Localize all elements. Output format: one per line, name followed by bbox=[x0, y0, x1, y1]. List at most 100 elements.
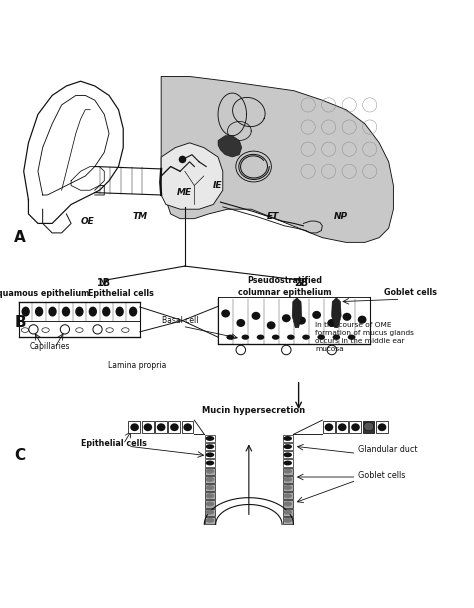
Ellipse shape bbox=[283, 518, 292, 523]
FancyBboxPatch shape bbox=[323, 421, 335, 434]
Ellipse shape bbox=[348, 334, 356, 340]
FancyBboxPatch shape bbox=[205, 508, 215, 516]
Ellipse shape bbox=[272, 334, 280, 340]
Ellipse shape bbox=[364, 423, 374, 431]
Ellipse shape bbox=[283, 485, 292, 490]
FancyBboxPatch shape bbox=[182, 421, 193, 434]
Ellipse shape bbox=[318, 334, 325, 340]
Text: Squamous epithelium: Squamous epithelium bbox=[0, 289, 90, 299]
Ellipse shape bbox=[302, 334, 310, 340]
Ellipse shape bbox=[206, 452, 214, 457]
Ellipse shape bbox=[170, 423, 179, 431]
Ellipse shape bbox=[206, 436, 214, 441]
FancyBboxPatch shape bbox=[205, 492, 215, 499]
Ellipse shape bbox=[343, 313, 351, 321]
Ellipse shape bbox=[130, 423, 139, 431]
Ellipse shape bbox=[116, 306, 124, 317]
Text: Capillaries: Capillaries bbox=[29, 342, 70, 351]
Text: Epithelial cells: Epithelial cells bbox=[88, 289, 154, 299]
FancyBboxPatch shape bbox=[205, 435, 215, 442]
Text: B: B bbox=[14, 316, 26, 331]
Ellipse shape bbox=[328, 319, 336, 327]
Ellipse shape bbox=[144, 423, 152, 431]
Ellipse shape bbox=[129, 306, 137, 317]
Polygon shape bbox=[161, 77, 393, 243]
Ellipse shape bbox=[257, 334, 264, 340]
FancyBboxPatch shape bbox=[283, 492, 293, 499]
Ellipse shape bbox=[282, 314, 291, 322]
Text: IE: IE bbox=[213, 181, 223, 190]
Ellipse shape bbox=[267, 321, 275, 330]
FancyBboxPatch shape bbox=[142, 421, 154, 434]
Ellipse shape bbox=[183, 423, 192, 431]
FancyBboxPatch shape bbox=[283, 435, 293, 442]
Ellipse shape bbox=[283, 502, 292, 506]
Polygon shape bbox=[292, 298, 301, 328]
FancyBboxPatch shape bbox=[205, 500, 215, 508]
Ellipse shape bbox=[227, 334, 234, 340]
FancyBboxPatch shape bbox=[205, 484, 215, 491]
FancyBboxPatch shape bbox=[336, 421, 348, 434]
FancyBboxPatch shape bbox=[205, 443, 215, 451]
FancyBboxPatch shape bbox=[205, 468, 215, 475]
Ellipse shape bbox=[75, 306, 83, 317]
FancyBboxPatch shape bbox=[283, 484, 293, 491]
Text: Mucin hypersecretion: Mucin hypersecretion bbox=[202, 406, 305, 415]
Text: A: A bbox=[14, 230, 26, 245]
Ellipse shape bbox=[252, 312, 260, 320]
Ellipse shape bbox=[283, 444, 292, 449]
FancyBboxPatch shape bbox=[283, 508, 293, 516]
Ellipse shape bbox=[283, 436, 292, 441]
Text: 2B: 2B bbox=[294, 278, 308, 288]
FancyBboxPatch shape bbox=[155, 421, 167, 434]
Text: NP: NP bbox=[334, 212, 348, 221]
Ellipse shape bbox=[287, 334, 295, 340]
Polygon shape bbox=[332, 298, 341, 328]
FancyBboxPatch shape bbox=[168, 421, 180, 434]
Ellipse shape bbox=[283, 477, 292, 482]
FancyBboxPatch shape bbox=[205, 460, 215, 466]
Ellipse shape bbox=[378, 423, 386, 431]
Ellipse shape bbox=[62, 306, 70, 317]
FancyBboxPatch shape bbox=[205, 451, 215, 458]
Ellipse shape bbox=[206, 493, 214, 498]
Ellipse shape bbox=[206, 485, 214, 490]
Ellipse shape bbox=[312, 311, 321, 319]
Ellipse shape bbox=[21, 306, 30, 317]
Text: Basal cell: Basal cell bbox=[162, 316, 199, 325]
Text: OE: OE bbox=[81, 216, 95, 226]
Ellipse shape bbox=[283, 452, 292, 457]
FancyBboxPatch shape bbox=[376, 421, 388, 434]
FancyBboxPatch shape bbox=[283, 468, 293, 475]
Text: Goblet cells: Goblet cells bbox=[358, 471, 405, 480]
Polygon shape bbox=[218, 136, 242, 157]
Ellipse shape bbox=[351, 423, 360, 431]
Text: TM: TM bbox=[132, 212, 147, 221]
Ellipse shape bbox=[283, 510, 292, 514]
FancyBboxPatch shape bbox=[283, 460, 293, 466]
Ellipse shape bbox=[48, 306, 57, 317]
Polygon shape bbox=[161, 143, 223, 209]
Circle shape bbox=[179, 156, 186, 163]
Text: C: C bbox=[14, 448, 25, 463]
Ellipse shape bbox=[242, 334, 249, 340]
Ellipse shape bbox=[206, 460, 214, 466]
Text: Pseudostratified
columnar epithelium: Pseudostratified columnar epithelium bbox=[237, 277, 331, 297]
Text: ET: ET bbox=[266, 212, 279, 221]
FancyBboxPatch shape bbox=[283, 500, 293, 508]
FancyBboxPatch shape bbox=[128, 421, 140, 434]
Text: In the course of OME
formation of mucus glands
occurs in the middle ear
mucosa: In the course of OME formation of mucus … bbox=[315, 322, 414, 353]
Ellipse shape bbox=[358, 316, 366, 323]
Text: Epithelial cells: Epithelial cells bbox=[81, 439, 146, 448]
Ellipse shape bbox=[283, 493, 292, 498]
Ellipse shape bbox=[206, 518, 214, 523]
Ellipse shape bbox=[283, 460, 292, 466]
Ellipse shape bbox=[206, 444, 214, 449]
Text: Glandular duct: Glandular duct bbox=[358, 445, 418, 454]
FancyBboxPatch shape bbox=[349, 421, 361, 434]
Ellipse shape bbox=[325, 423, 333, 431]
Text: 1B: 1B bbox=[97, 278, 111, 288]
Ellipse shape bbox=[35, 306, 43, 317]
FancyBboxPatch shape bbox=[283, 517, 293, 524]
Text: ME: ME bbox=[177, 188, 192, 197]
